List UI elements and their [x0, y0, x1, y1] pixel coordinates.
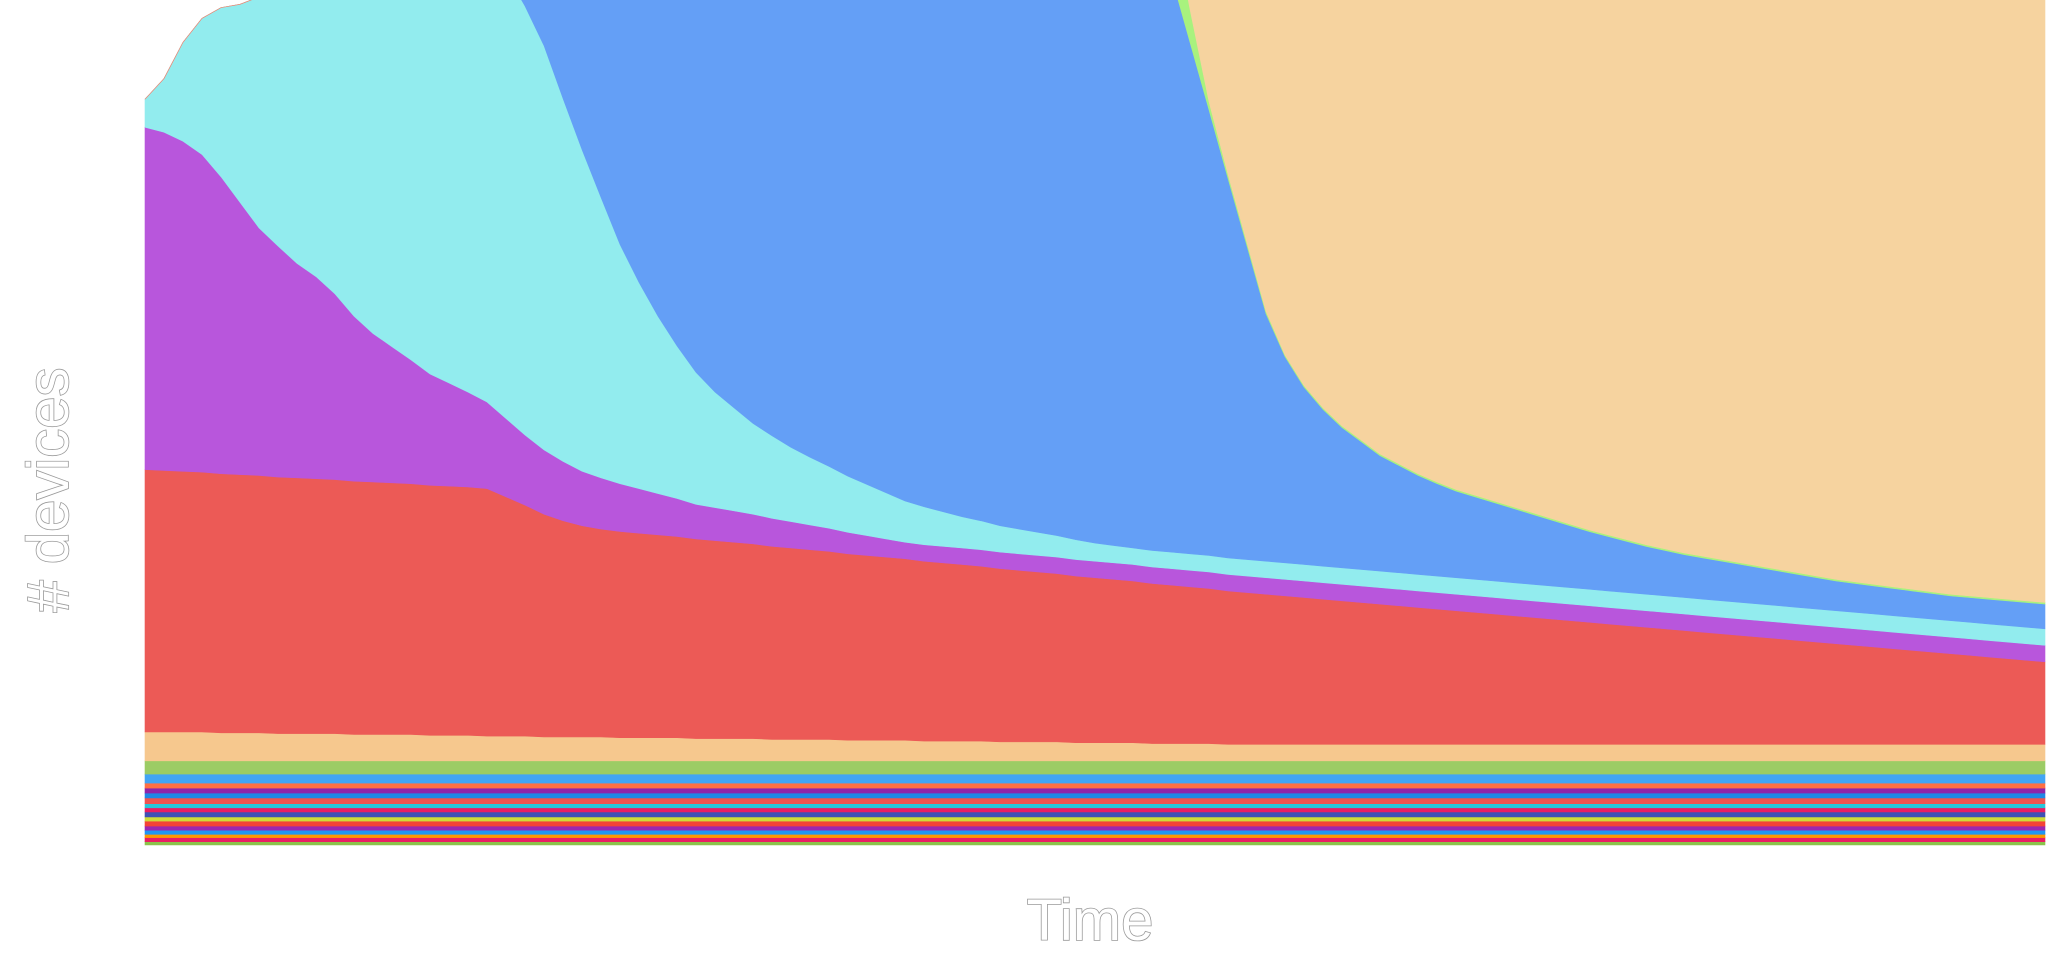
- area-series-15: [144, 760, 2046, 775]
- area-series-12: [144, 787, 2046, 794]
- area-series-21: [144, 0, 2046, 605]
- area-series-9: [144, 803, 2046, 809]
- area-series-4: [144, 825, 2046, 831]
- area-series-22: [144, 0, 2046, 603]
- area-series-0: [144, 841, 2046, 846]
- area-series-8: [144, 807, 2046, 813]
- area-series-20: [144, 0, 2046, 630]
- area-series-6: [144, 816, 2046, 822]
- y-axis-label: # devices: [16, 367, 81, 612]
- x-axis-label: Time: [1027, 888, 1154, 953]
- area-series-10: [144, 797, 2046, 805]
- area-series-1: [144, 837, 2046, 842]
- area-series-7: [144, 811, 2046, 818]
- area-series-11: [144, 792, 2046, 799]
- area-series-14: [144, 773, 2046, 784]
- area-series-3: [144, 829, 2046, 835]
- area-series-5: [144, 820, 2046, 827]
- area-series-2: [144, 833, 2046, 838]
- area-series-13: [144, 782, 2046, 789]
- stacked-areas: [144, 0, 2046, 846]
